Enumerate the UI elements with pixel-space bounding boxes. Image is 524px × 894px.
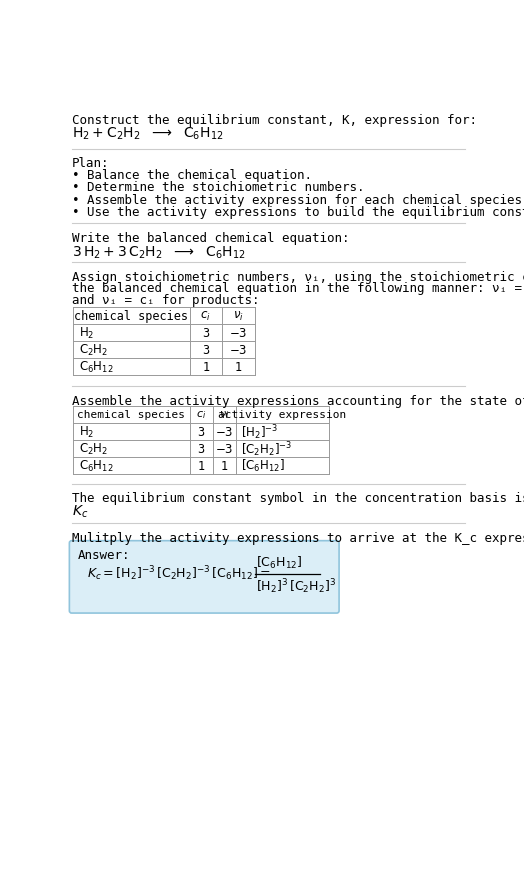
Text: $-3$: $-3$ bbox=[215, 426, 234, 438]
Text: • Assemble the activity expression for each chemical species.: • Assemble the activity expression for e… bbox=[72, 193, 524, 207]
Text: $\mathrm{H_2}$: $\mathrm{H_2}$ bbox=[80, 425, 95, 439]
Text: $[\mathrm{C_6H_{12}}]$: $[\mathrm{C_6H_{12}}]$ bbox=[241, 458, 285, 474]
Text: $[\mathrm{C_6H_{12}}]$: $[\mathrm{C_6H_{12}}]$ bbox=[256, 553, 303, 569]
Text: $\mathrm{3\,H_2 + 3\,C_2H_2\ \ \longrightarrow\ \ C_6H_{12}}$: $\mathrm{3\,H_2 + 3\,C_2H_2\ \ \longrigh… bbox=[72, 244, 245, 260]
Text: the balanced chemical equation in the following manner: νᵢ = −cᵢ for reactants: the balanced chemical equation in the fo… bbox=[72, 282, 524, 295]
Text: 1: 1 bbox=[202, 361, 209, 374]
Text: $c_i$: $c_i$ bbox=[196, 409, 206, 421]
Text: $\nu_i$: $\nu_i$ bbox=[219, 409, 230, 421]
Text: 1: 1 bbox=[221, 460, 228, 472]
Text: 3: 3 bbox=[202, 344, 209, 357]
Text: 3: 3 bbox=[198, 443, 205, 455]
Text: and νᵢ = cᵢ for products:: and νᵢ = cᵢ for products: bbox=[72, 293, 259, 307]
Text: $c_i$: $c_i$ bbox=[200, 310, 211, 323]
Text: 1: 1 bbox=[235, 361, 242, 374]
Text: • Use the activity expressions to build the equilibrium constant expression.: • Use the activity expressions to build … bbox=[72, 206, 524, 219]
Text: 1: 1 bbox=[198, 460, 205, 472]
Text: $-3$: $-3$ bbox=[229, 327, 247, 340]
Text: $-3$: $-3$ bbox=[229, 344, 247, 357]
Text: • Determine the stoichiometric numbers.: • Determine the stoichiometric numbers. bbox=[72, 181, 364, 194]
FancyBboxPatch shape bbox=[69, 541, 339, 613]
Text: Assemble the activity expressions accounting for the state of matter and νᵢ:: Assemble the activity expressions accoun… bbox=[72, 394, 524, 407]
Text: The equilibrium constant symbol in the concentration basis is:: The equilibrium constant symbol in the c… bbox=[72, 491, 524, 504]
Text: 3: 3 bbox=[198, 426, 205, 438]
Text: $\mathrm{H_2 + C_2H_2\ \ \longrightarrow\ \ C_6H_{12}}$: $\mathrm{H_2 + C_2H_2\ \ \longrightarrow… bbox=[72, 126, 223, 142]
Text: Answer:: Answer: bbox=[78, 548, 130, 561]
Text: $-3$: $-3$ bbox=[215, 443, 234, 455]
Text: chemical species: chemical species bbox=[74, 310, 188, 323]
Text: $\mathrm{C_6H_{12}}$: $\mathrm{C_6H_{12}}$ bbox=[80, 359, 114, 375]
Text: $\mathrm{C_2H_2}$: $\mathrm{C_2H_2}$ bbox=[80, 342, 109, 358]
Text: $\nu_i$: $\nu_i$ bbox=[233, 310, 244, 323]
Text: Mulitply the activity expressions to arrive at the K_c expression:: Mulitply the activity expressions to arr… bbox=[72, 531, 524, 544]
Text: Plan:: Plan: bbox=[72, 156, 109, 170]
Text: Write the balanced chemical equation:: Write the balanced chemical equation: bbox=[72, 232, 349, 245]
Text: $\mathrm{C_2H_2}$: $\mathrm{C_2H_2}$ bbox=[80, 442, 109, 456]
Text: chemical species: chemical species bbox=[78, 410, 185, 420]
Text: $[\mathrm{C_2H_2}]^{-3}$: $[\mathrm{C_2H_2}]^{-3}$ bbox=[241, 440, 292, 458]
Text: $[\mathrm{H_2}]^3\,[\mathrm{C_2H_2}]^3$: $[\mathrm{H_2}]^3\,[\mathrm{C_2H_2}]^3$ bbox=[256, 578, 336, 595]
Text: • Balance the chemical equation.: • Balance the chemical equation. bbox=[72, 169, 312, 181]
Text: $K_c$: $K_c$ bbox=[72, 503, 88, 519]
Text: 3: 3 bbox=[202, 327, 209, 340]
Text: Construct the equilibrium constant, K, expression for:: Construct the equilibrium constant, K, e… bbox=[72, 114, 477, 126]
Text: $K_c = [\mathrm{H_2}]^{-3}\,[\mathrm{C_2H_2}]^{-3}\,[\mathrm{C_6H_{12}}] = $: $K_c = [\mathrm{H_2}]^{-3}\,[\mathrm{C_2… bbox=[87, 563, 271, 582]
Text: activity expression: activity expression bbox=[219, 410, 346, 420]
Text: $[\mathrm{H_2}]^{-3}$: $[\mathrm{H_2}]^{-3}$ bbox=[241, 423, 278, 442]
Text: $\mathrm{H_2}$: $\mathrm{H_2}$ bbox=[80, 326, 95, 341]
Text: $\mathrm{C_6H_{12}}$: $\mathrm{C_6H_{12}}$ bbox=[80, 458, 114, 473]
Text: Assign stoichiometric numbers, νᵢ, using the stoichiometric coefficients, cᵢ, fr: Assign stoichiometric numbers, νᵢ, using… bbox=[72, 270, 524, 283]
